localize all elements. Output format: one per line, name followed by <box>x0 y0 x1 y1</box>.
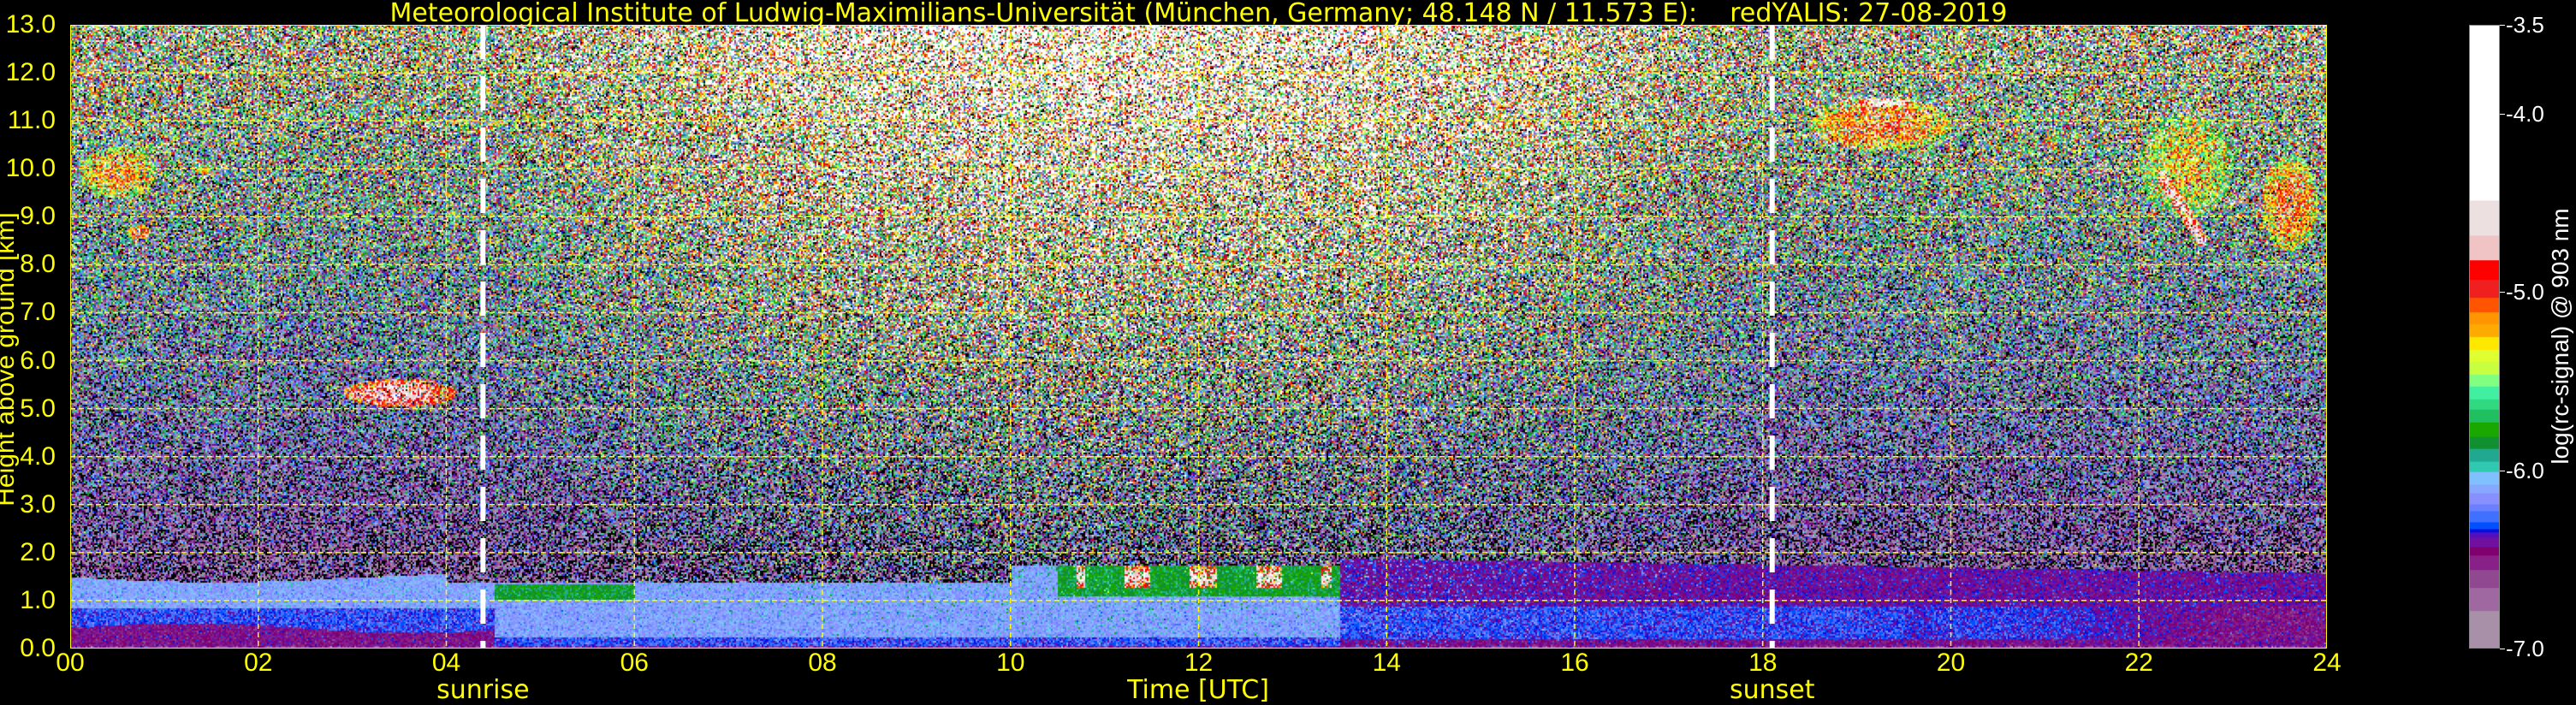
y-tick-label: 6.0 <box>20 346 56 375</box>
y-tick-label: 0.0 <box>20 634 56 662</box>
y-tick-label: 9.0 <box>20 202 56 231</box>
colorbar-tick-label: -7.0 <box>2506 636 2544 661</box>
colorbar-tick-label: -6.0 <box>2506 457 2544 483</box>
colorbar-tick-label: -4.0 <box>2506 101 2544 127</box>
y-axis-label: Height above ground [km] <box>0 212 20 507</box>
y-tick-label: 4.0 <box>20 441 56 471</box>
y-tick-label: 3.0 <box>20 489 56 518</box>
sunset-label: sunset <box>1729 675 1815 705</box>
y-tick-label: 13.0 <box>5 10 56 39</box>
y-tick-label: 5.0 <box>20 394 56 423</box>
x-tick-label: 08 <box>808 649 837 677</box>
x-tick-label: 24 <box>2312 649 2342 677</box>
x-tick-label: 06 <box>620 649 649 677</box>
colorbar-tick <box>2500 114 2505 116</box>
plot-frame <box>70 25 2327 649</box>
x-tick-label: 16 <box>1560 649 1589 677</box>
y-tick-label: 10.0 <box>5 154 56 183</box>
x-axis-label: Time [UTC] <box>1127 675 1269 705</box>
colorbar-tick-label: -3.5 <box>2506 12 2544 38</box>
colorbar-tick-label: -5.0 <box>2506 279 2544 305</box>
colorbar-label: log(rc-signal) @ 903 nm <box>2547 208 2573 465</box>
plot-area <box>70 25 2327 649</box>
y-tick-label: 2.0 <box>20 537 56 566</box>
x-tick-label: 14 <box>1372 649 1401 677</box>
colorbar-tick <box>2500 25 2505 26</box>
x-tick-label: 20 <box>1936 649 1966 677</box>
x-tick-label: 12 <box>1184 649 1214 677</box>
chart-title: Meteorological Institute of Ludwig-Maxim… <box>389 0 2008 28</box>
x-tick-label: 18 <box>1748 649 1778 677</box>
y-tick-label: 8.0 <box>20 250 56 279</box>
x-tick-label: 00 <box>56 649 85 677</box>
x-tick-label: 02 <box>244 649 273 677</box>
y-tick-label: 1.0 <box>20 585 56 614</box>
x-tick-label: 22 <box>2124 649 2153 677</box>
y-tick-label: 11.0 <box>7 106 56 135</box>
colorbar <box>2469 25 2500 649</box>
y-tick-label: 12.0 <box>5 58 56 87</box>
x-tick-label: 10 <box>996 649 1025 677</box>
grid-and-markers <box>70 25 2327 649</box>
y-tick-label: 7.0 <box>20 298 56 327</box>
colorbar-tick <box>2500 292 2505 293</box>
sunrise-label: sunrise <box>436 675 530 705</box>
x-tick-label: 04 <box>431 649 461 677</box>
